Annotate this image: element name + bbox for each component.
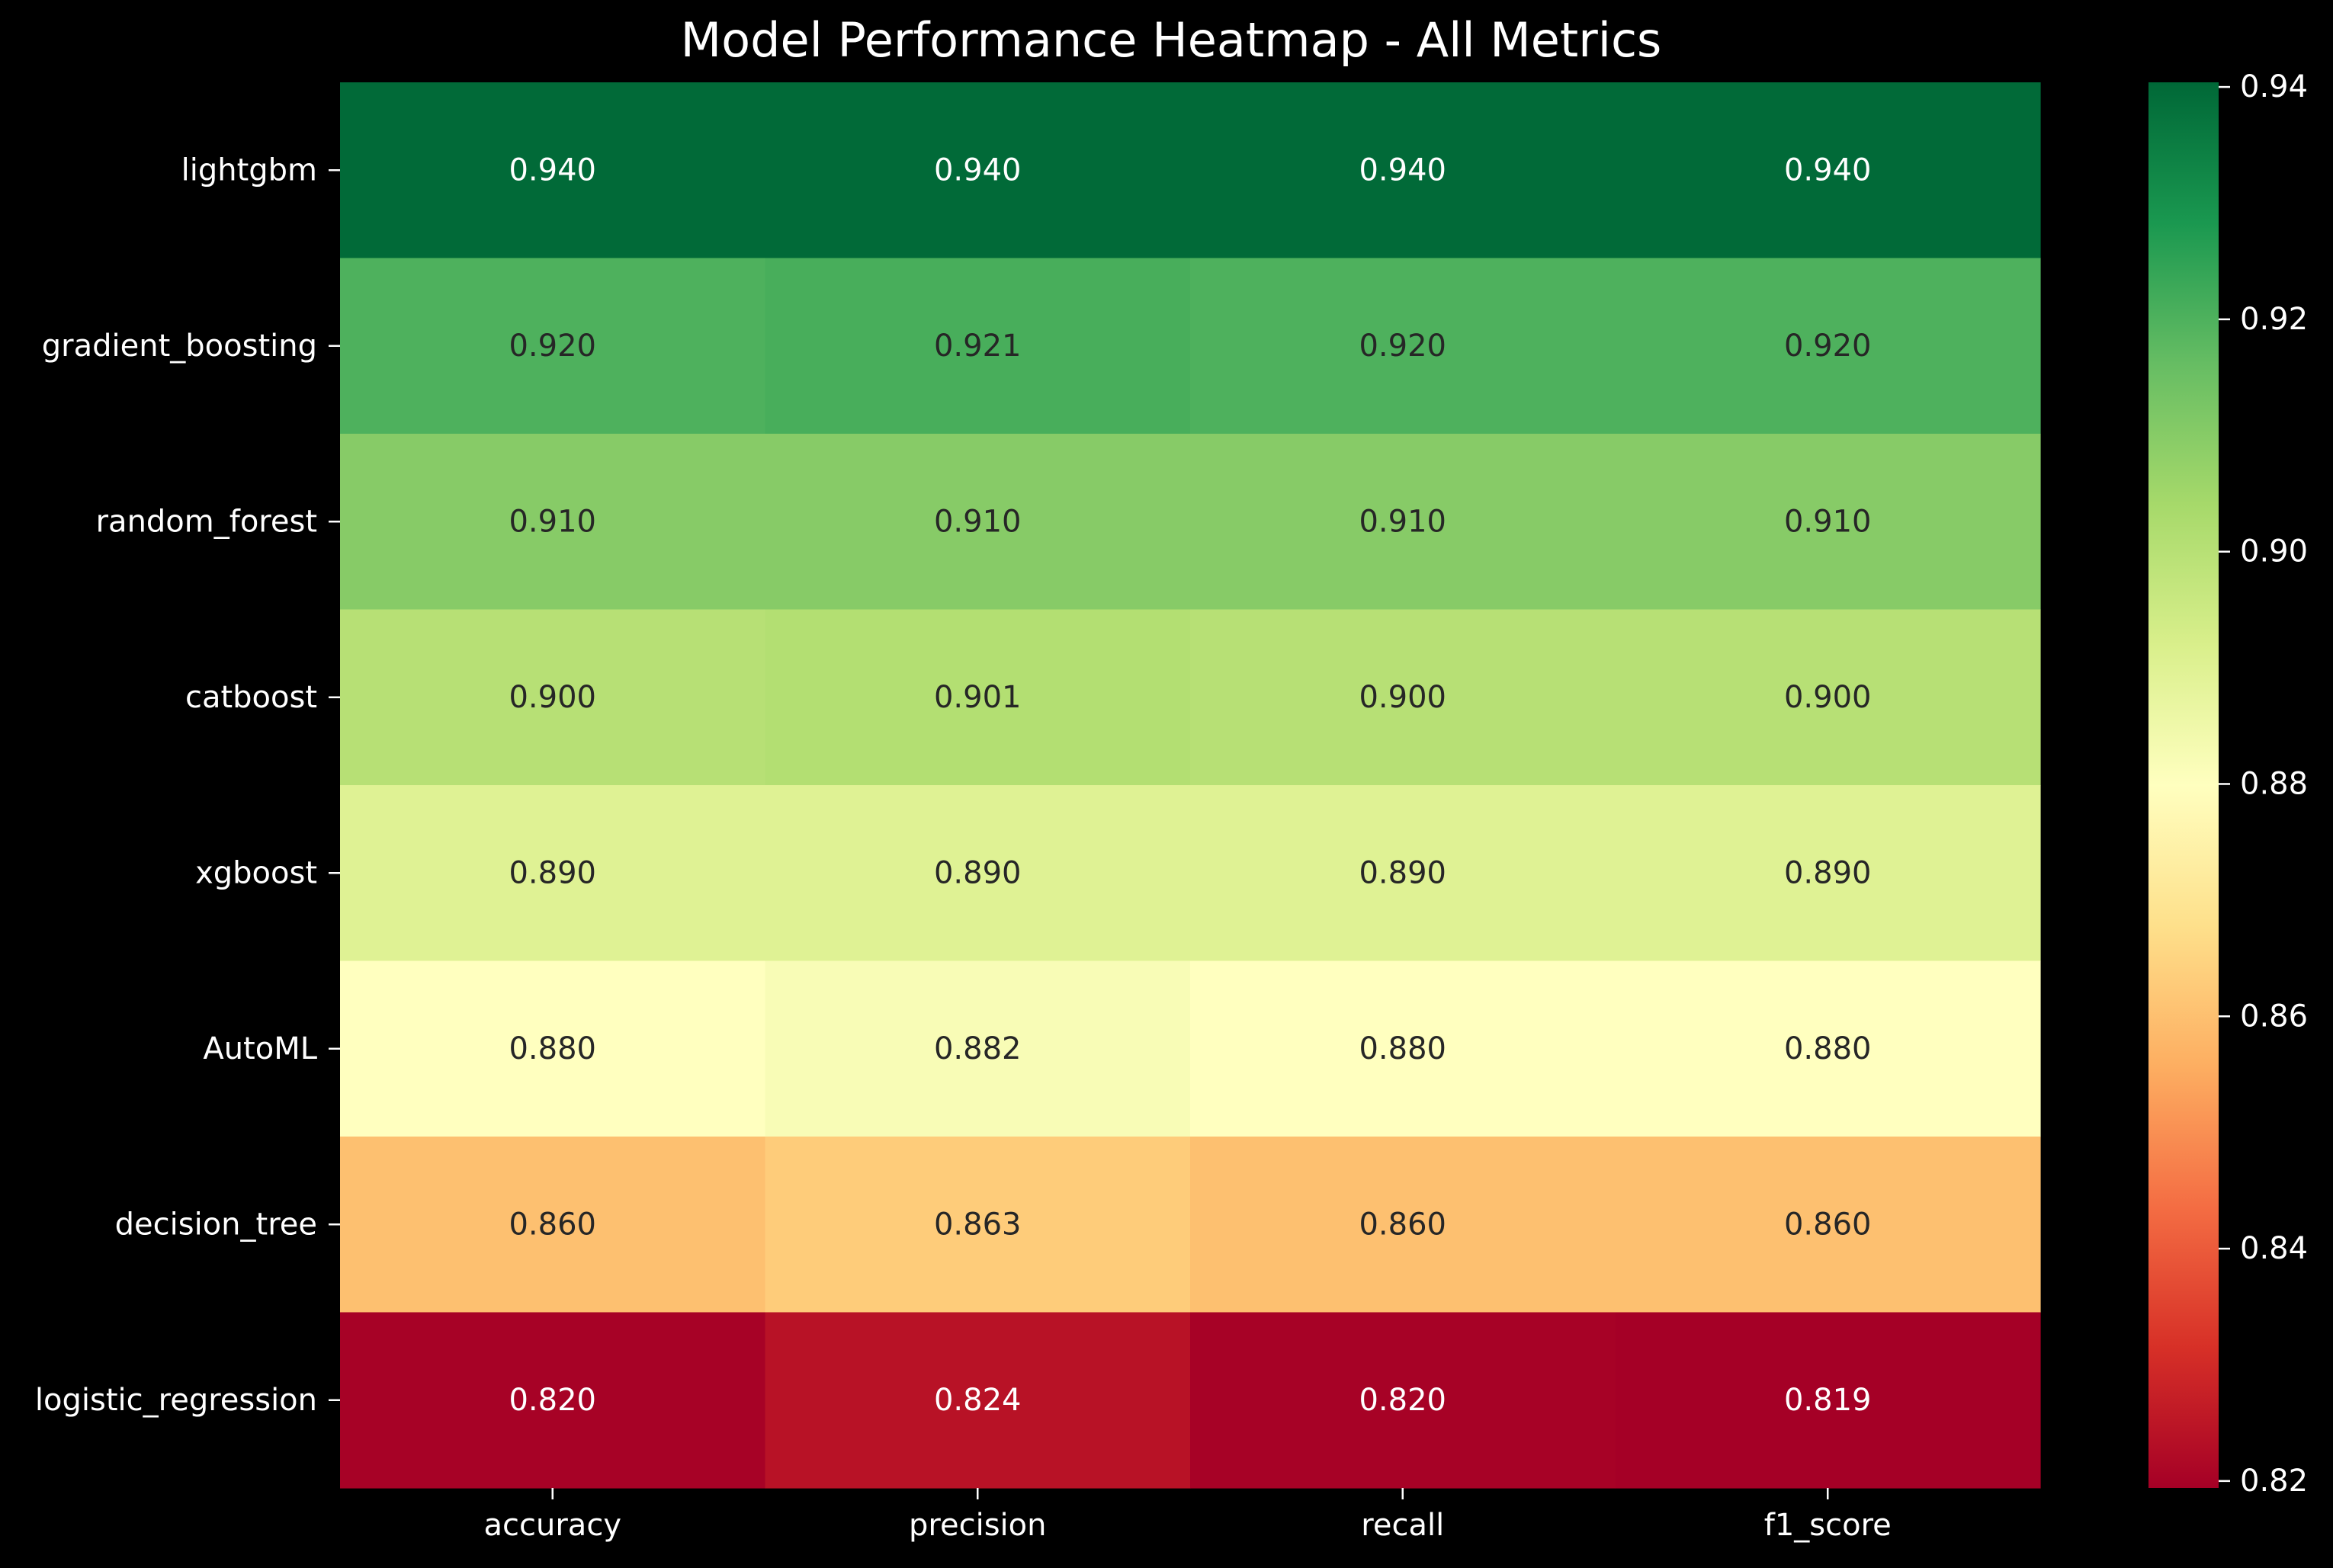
cell-value-label: 0.880 [1784, 1031, 1872, 1066]
heatmap-cell [1615, 609, 2041, 786]
cell-value-label: 0.900 [509, 680, 596, 715]
heatmap-cell [340, 1137, 766, 1313]
cell-value-label: 0.901 [934, 680, 1022, 715]
cell-value-label: 0.860 [1784, 1207, 1872, 1242]
x-tick-label: accuracy [484, 1508, 621, 1543]
heatmap-cell [765, 434, 1191, 611]
y-tick-label: lightgbm [181, 152, 317, 188]
cell-value-label: 0.910 [934, 504, 1022, 539]
heatmap-cell [340, 434, 766, 611]
colorbar-tick-label: 0.88 [2240, 766, 2308, 801]
heatmap-annotations: 0.940 0.940 0.940 0.940 0.920 0.921 0.920 0.920… [509, 152, 1871, 1418]
heatmap-cell [340, 785, 766, 962]
cell-value-label: 0.820 [509, 1383, 596, 1418]
x-tick-label: f1_score [1764, 1508, 1892, 1543]
heatmap-cell [340, 258, 766, 434]
y-tick-label: catboost [185, 680, 317, 715]
heatmap-cell [340, 1312, 766, 1489]
heatmap-cell [765, 258, 1191, 434]
cell-value-label: 0.910 [1784, 504, 1872, 539]
colorbar-tick-label: 0.86 [2240, 999, 2308, 1034]
heatmap-cell [1190, 609, 1616, 786]
y-axis: lightgbm gradient_boosting random_forestca… [35, 152, 340, 1418]
heatmap-cell [765, 82, 1191, 259]
cell-value-label: 0.863 [934, 1207, 1022, 1242]
heatmap-cell [1190, 1312, 1616, 1489]
chart-title: Model Performance Heatmap - All Metrics [681, 12, 1662, 68]
heatmap-cell [1615, 258, 2041, 434]
y-tick-label: decision_tree [115, 1207, 317, 1242]
heatmap-cell [340, 960, 766, 1137]
cell-value-label: 0.860 [1359, 1207, 1446, 1242]
heatmap-cell [340, 609, 766, 786]
heatmap-cell [1190, 1137, 1616, 1313]
cell-value-label: 0.921 [934, 329, 1022, 364]
cell-value-label: 0.882 [934, 1031, 1022, 1066]
cell-value-label: 0.890 [934, 855, 1022, 890]
cell-value-label: 0.910 [1359, 504, 1446, 539]
cell-value-label: 0.820 [1359, 1383, 1446, 1418]
colorbar-tick-label: 0.84 [2240, 1231, 2308, 1266]
y-tick-label: gradient_boosting [42, 329, 317, 364]
cell-value-label: 0.920 [1359, 329, 1446, 364]
cell-value-label: 0.880 [1359, 1031, 1446, 1066]
heatmap-cell [1615, 82, 2041, 259]
heatmap-cell [1615, 960, 2041, 1137]
y-tick-label: xgboost [195, 855, 317, 890]
cell-value-label: 0.890 [1359, 855, 1446, 890]
y-tick-label: logistic_regression [35, 1383, 317, 1418]
heatmap-cell [1190, 785, 1616, 962]
x-tick-label: precision [909, 1508, 1046, 1543]
colorbar-tick-label: 0.82 [2240, 1464, 2308, 1499]
cell-value-label: 0.824 [934, 1383, 1022, 1418]
heatmap-cell [765, 1312, 1191, 1489]
heatmap-cell [340, 82, 766, 259]
heatmap-cell [1615, 1137, 2041, 1313]
colorbar: 0.82 0.84 0.86 0.88 0.90 0.92 0.94 [2148, 69, 2308, 1499]
cell-value-label: 0.890 [509, 855, 596, 890]
cell-value-label: 0.920 [509, 329, 596, 364]
y-tick-label: AutoML [203, 1031, 317, 1066]
colorbar-tick-label: 0.92 [2240, 302, 2308, 337]
heatmap-cell [1190, 258, 1616, 434]
heatmap-cell [1190, 434, 1616, 611]
colorbar-tick-label: 0.94 [2240, 69, 2308, 104]
cell-value-label: 0.940 [1784, 152, 1872, 188]
cell-value-label: 0.940 [509, 152, 596, 188]
y-tick-label: random_forest [96, 504, 317, 539]
heatmap-cell [1615, 785, 2041, 962]
heatmap-cell [765, 1137, 1191, 1313]
heatmap-cell [765, 785, 1191, 962]
cell-value-label: 0.900 [1359, 680, 1446, 715]
cell-value-label: 0.890 [1784, 855, 1872, 890]
cell-value-label: 0.940 [934, 152, 1022, 188]
heatmap-cells [340, 82, 2041, 1489]
heatmap-cell [765, 960, 1191, 1137]
x-axis: accuracy precision recall f1_score [484, 1488, 1892, 1543]
cell-value-label: 0.940 [1359, 152, 1446, 188]
heatmap-cell [1190, 82, 1616, 259]
heatmap-cell [1190, 960, 1616, 1137]
x-tick-label: recall [1361, 1508, 1444, 1543]
cell-value-label: 0.910 [509, 504, 596, 539]
cell-value-label: 0.920 [1784, 329, 1872, 364]
heatmap-cell [1615, 434, 2041, 611]
heatmap-cell [1615, 1312, 2041, 1489]
cell-value-label: 0.819 [1784, 1383, 1872, 1418]
colorbar-tick-label: 0.90 [2240, 534, 2308, 569]
heatmap-cell [765, 609, 1191, 786]
cell-value-label: 0.880 [509, 1031, 596, 1066]
cell-value-label: 0.860 [509, 1207, 596, 1242]
colorbar-gradient [2148, 82, 2219, 1488]
cell-value-label: 0.900 [1784, 680, 1872, 715]
